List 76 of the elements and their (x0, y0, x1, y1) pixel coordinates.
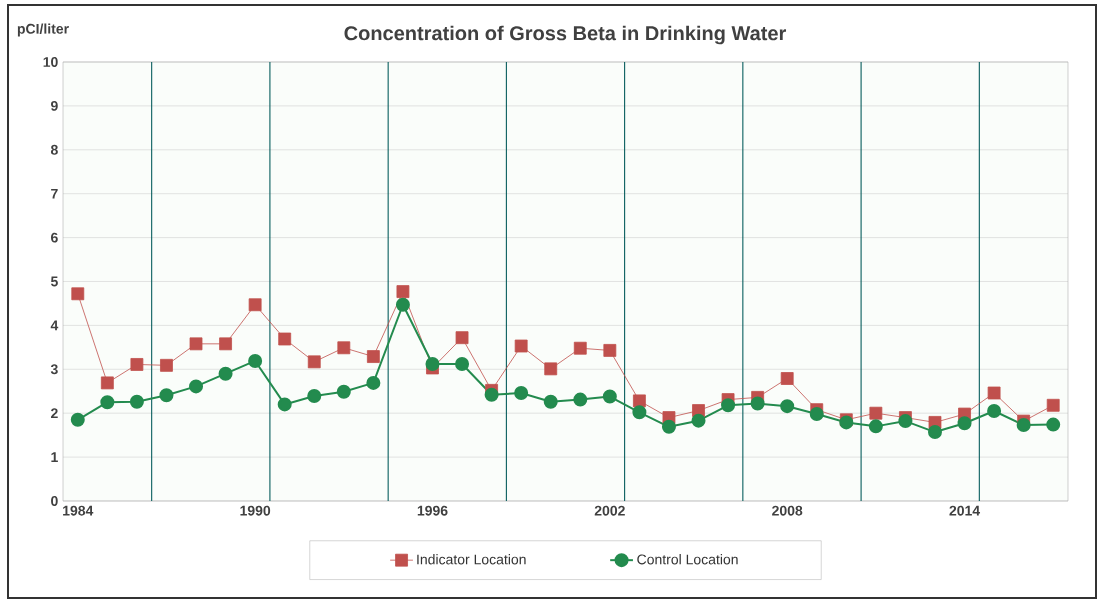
point (307, 355, 321, 369)
point (514, 386, 529, 400)
point (1046, 398, 1060, 412)
point (307, 389, 322, 404)
point (189, 337, 203, 351)
y-tick-label: 2 (50, 408, 58, 419)
point (603, 344, 617, 357)
x-tick-label: 2014 (949, 505, 981, 516)
point (1016, 418, 1031, 433)
point (71, 287, 85, 301)
point (543, 394, 558, 409)
point (219, 337, 232, 351)
x-tick-label: 2008 (772, 505, 803, 516)
point (366, 375, 381, 390)
point (573, 341, 587, 355)
point (898, 414, 913, 429)
point (484, 387, 499, 402)
point (160, 358, 173, 372)
y-tick-label: 5 (50, 276, 58, 287)
point (750, 396, 765, 411)
point (691, 413, 706, 428)
x-tick-label: 1984 (63, 505, 94, 516)
point (868, 419, 883, 434)
x-tick-label: 1990 (240, 505, 271, 516)
point (425, 357, 440, 372)
point (987, 386, 1001, 400)
point (514, 339, 528, 353)
point (278, 332, 292, 346)
y-tick-label: 8 (50, 144, 58, 155)
point (780, 372, 794, 385)
point (721, 398, 736, 413)
point (189, 379, 204, 394)
point (632, 405, 647, 420)
point (396, 285, 410, 298)
y-tick-label: 6 (51, 232, 58, 243)
y-tick-label: 0 (51, 496, 58, 506)
y-tick-label: 7 (51, 188, 58, 199)
point (661, 419, 676, 434)
point (395, 297, 410, 312)
point (809, 407, 824, 422)
point (100, 376, 114, 390)
chart-title: Concentration of Gross Beta in Drinking Water (344, 25, 787, 45)
legend-label: Control Location (637, 554, 738, 565)
point (455, 331, 469, 345)
point (455, 357, 470, 372)
point (130, 358, 144, 371)
point (100, 395, 115, 410)
point (780, 399, 795, 414)
y-tick-label: 3 (50, 364, 58, 375)
point (218, 366, 233, 381)
point (869, 406, 883, 420)
y-tick-label: 10 (43, 57, 58, 67)
y-axis-title: pCI/liter (17, 23, 69, 37)
point (987, 404, 1002, 418)
point (248, 353, 263, 368)
point (336, 384, 351, 399)
y-tick-label: 9 (50, 100, 58, 111)
x-tick-label: 2002 (594, 505, 625, 516)
point (366, 350, 380, 363)
point (277, 397, 292, 412)
x-tick-label: 1996 (417, 505, 448, 516)
point (573, 392, 588, 407)
y-tick-label: 1 (51, 452, 58, 462)
point (337, 341, 351, 355)
point (957, 416, 972, 431)
point (633, 394, 646, 408)
y-tick-label: 4 (50, 320, 59, 331)
point (1046, 417, 1061, 432)
point (602, 389, 617, 404)
point (927, 425, 942, 440)
point (129, 394, 144, 409)
legend-label: Indicator Location (417, 554, 526, 565)
point (248, 298, 262, 312)
point (70, 412, 85, 427)
point (544, 362, 558, 376)
point (159, 388, 174, 403)
